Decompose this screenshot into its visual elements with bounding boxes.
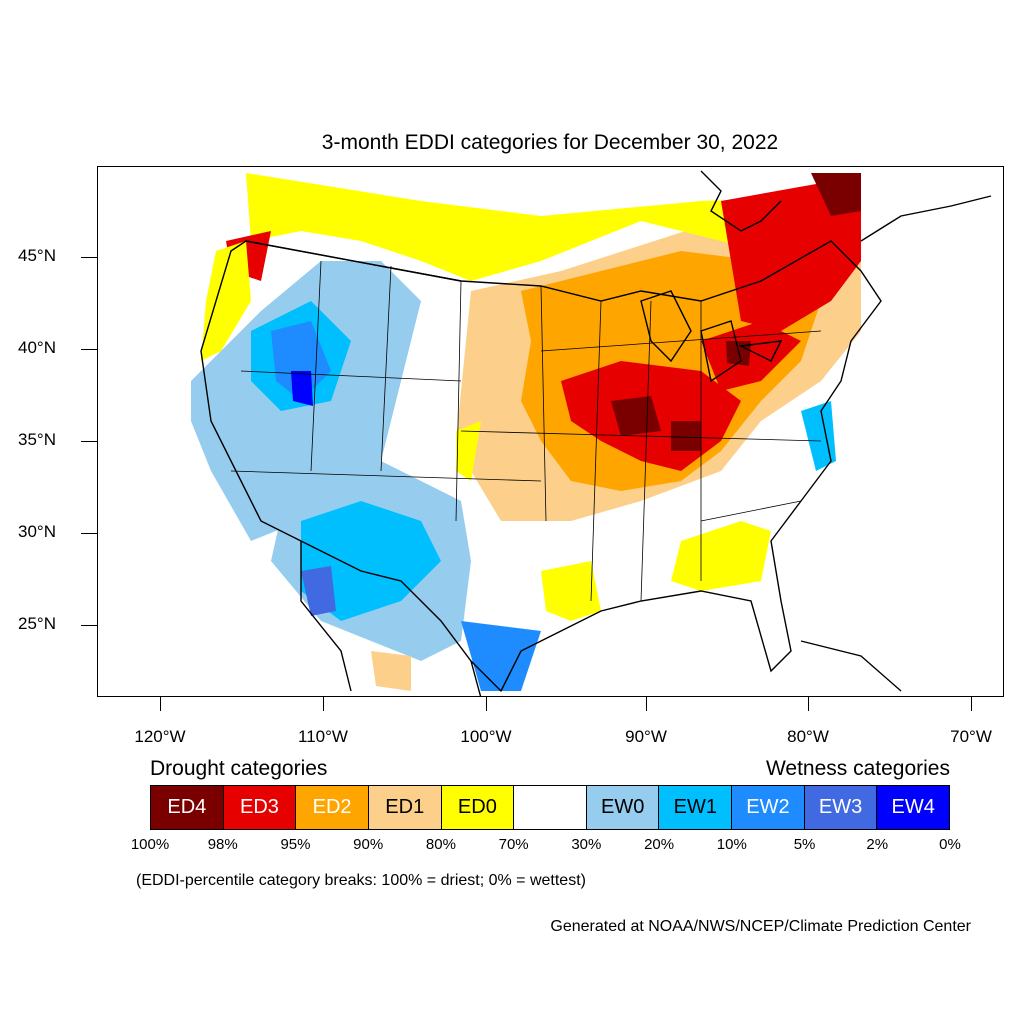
region-ew1-southwest bbox=[301, 501, 441, 621]
legend-box-ed4: ED4 bbox=[151, 786, 224, 829]
legend-percentile: 80% bbox=[425, 836, 456, 853]
legend-drought-title: Drought categories bbox=[150, 757, 328, 780]
legend-percentile: 2% bbox=[866, 836, 889, 853]
region-ew3-mexico bbox=[301, 566, 336, 616]
credit-text: Generated at NOAA/NWS/NCEP/Climate Predi… bbox=[550, 918, 971, 935]
legend-percentile: 70% bbox=[498, 836, 529, 853]
us-outline bbox=[200, 240, 882, 693]
lon-label-100: 100°W bbox=[460, 727, 512, 746]
region-ed1-mexico bbox=[371, 651, 411, 691]
legend-percentile: 30% bbox=[571, 836, 602, 853]
lat-label-40: 40°N bbox=[18, 338, 56, 357]
lon-tick-110 bbox=[323, 697, 324, 711]
state-borders bbox=[230, 260, 822, 602]
region-ed4-ne bbox=[811, 173, 861, 216]
legend-box-ew3: EW3 bbox=[804, 786, 878, 829]
region-ed0-west-coast bbox=[201, 241, 251, 361]
legend-box-ed0: ED0 bbox=[441, 786, 515, 829]
region-ew2-utah bbox=[271, 321, 331, 401]
lat-tick-30 bbox=[81, 533, 97, 534]
legend-box-ew4: EW4 bbox=[877, 786, 950, 829]
region-ew4-utah bbox=[291, 371, 313, 406]
lat-tick-25 bbox=[81, 625, 97, 626]
region-ed0-gulf bbox=[541, 561, 601, 621]
legend-box-ed3: ED3 bbox=[223, 786, 297, 829]
boundaries bbox=[200, 170, 992, 696]
legend-percentile: 0% bbox=[939, 836, 961, 853]
region-ed3-northeast bbox=[721, 176, 861, 331]
legend-percentile: 5% bbox=[793, 836, 816, 853]
region-ed4-ky bbox=[671, 421, 701, 451]
region-ed4-mo bbox=[611, 396, 661, 436]
legend-box-ew0: EW0 bbox=[586, 786, 660, 829]
region-ed0-north bbox=[246, 173, 861, 281]
eddi-map bbox=[191, 170, 992, 696]
lat-label-25: 25°N bbox=[18, 614, 56, 633]
legend-box-neutral bbox=[514, 786, 587, 829]
lat-label-45: 45°N bbox=[18, 246, 56, 265]
lon-tick-70 bbox=[971, 697, 972, 711]
lon-label-120: 120°W bbox=[134, 727, 186, 746]
lon-tick-80 bbox=[808, 697, 809, 711]
region-ew1-texas bbox=[461, 621, 541, 691]
legend-percentile: 100% bbox=[130, 836, 170, 853]
great-lakes bbox=[640, 290, 783, 383]
legend-percentile: 98% bbox=[207, 836, 238, 853]
region-ed0-plains bbox=[456, 421, 481, 481]
region-ew1-east-coast bbox=[801, 401, 836, 471]
legend-wetness-title: Wetness categories bbox=[765, 757, 950, 780]
lon-tick-120 bbox=[160, 697, 161, 711]
lon-label-70: 70°W bbox=[950, 727, 992, 746]
lon-label-80: 80°W bbox=[787, 727, 829, 746]
cuba bbox=[800, 640, 902, 692]
lon-label-90: 90°W bbox=[625, 727, 667, 746]
mexico-coast bbox=[300, 541, 482, 696]
lon-tick-100 bbox=[486, 697, 487, 711]
legend-percentile: 95% bbox=[280, 836, 311, 853]
lat-label-30: 30°N bbox=[18, 522, 56, 541]
legend-box-ew1: EW1 bbox=[659, 786, 733, 829]
canada-coast bbox=[700, 170, 992, 242]
legend-box-ew2: EW2 bbox=[732, 786, 805, 829]
lon-label-110: 110°W bbox=[298, 727, 348, 746]
legend-box-ed2: ED2 bbox=[296, 786, 369, 829]
category-regions bbox=[191, 173, 861, 691]
lat-tick-45 bbox=[81, 257, 97, 258]
lon-tick-90 bbox=[646, 697, 647, 711]
legend-box-ed1: ED1 bbox=[368, 786, 442, 829]
legend-percentile: 20% bbox=[644, 836, 675, 853]
lat-label-35: 35°N bbox=[18, 430, 56, 449]
border-49 bbox=[245, 240, 462, 282]
legend-percentile: 90% bbox=[353, 836, 384, 853]
region-ed3-ohio bbox=[701, 321, 801, 391]
lat-tick-35 bbox=[81, 441, 97, 442]
legend-percentile: 10% bbox=[716, 836, 747, 853]
lat-tick-40 bbox=[81, 349, 97, 350]
region-ed0-se bbox=[671, 521, 771, 591]
breaks-note: (EDDI-percentile category breaks: 100% =… bbox=[136, 872, 586, 889]
legend-bar: ED4 ED3 ED2 ED1 ED0 EW0 EW1 EW2 EW3 EW4 bbox=[150, 785, 950, 830]
map-title: 3-month EDDI categories for December 30,… bbox=[321, 131, 779, 154]
map-frame bbox=[97, 166, 1004, 697]
